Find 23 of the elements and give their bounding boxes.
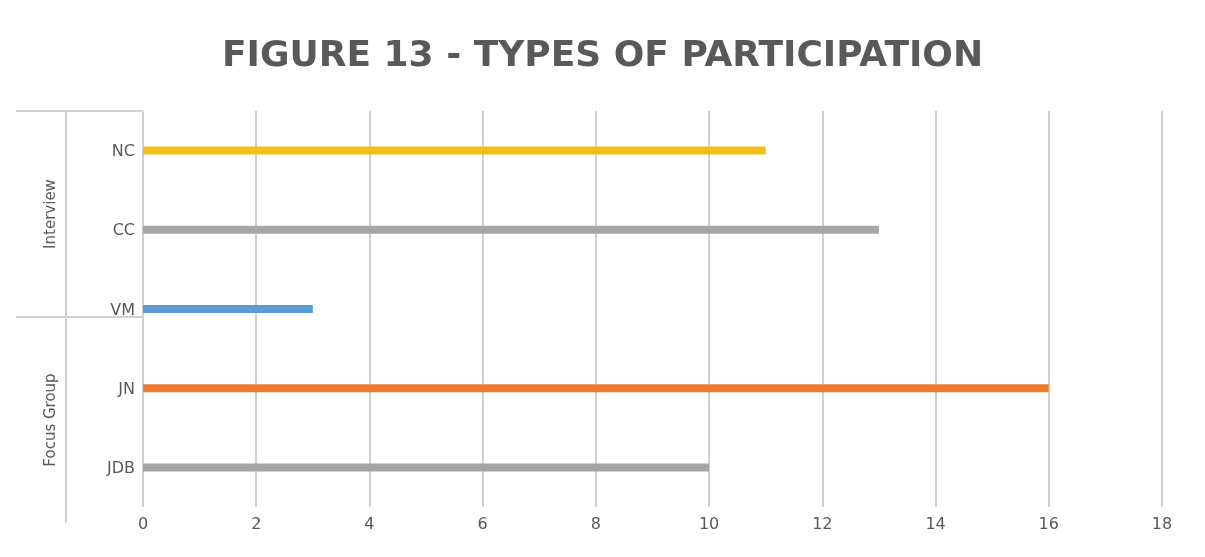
y-tick-label: CC xyxy=(112,220,135,240)
bar xyxy=(143,305,313,313)
text: Interview xyxy=(41,179,59,249)
y-tick-label: VM xyxy=(110,299,135,319)
x-tick-label: 18 xyxy=(1151,513,1173,533)
x-tick-label: 6 xyxy=(477,513,488,533)
x-tick-label: 8 xyxy=(590,513,601,533)
bar xyxy=(143,463,710,472)
x-tick-label: 4 xyxy=(364,513,375,533)
y-tick-label: JDB xyxy=(105,457,135,477)
x-tick-label: 14 xyxy=(925,513,946,533)
x-tick-label: 16 xyxy=(1038,513,1059,533)
y-tick-label: JN xyxy=(117,378,135,398)
x-tick-label: 2 xyxy=(251,513,262,533)
x-tick-label: 12 xyxy=(812,513,833,533)
x-tick-label: 0 xyxy=(137,513,149,533)
chart-title: FIGURE 13 - TYPES OF PARTICIPATION xyxy=(221,32,984,74)
text: Focus Group xyxy=(41,373,59,467)
bar xyxy=(143,225,879,234)
bar xyxy=(143,384,1049,393)
y-tick-label: NC xyxy=(111,141,135,161)
bar xyxy=(143,146,766,155)
x-tick-label: 10 xyxy=(698,513,720,533)
